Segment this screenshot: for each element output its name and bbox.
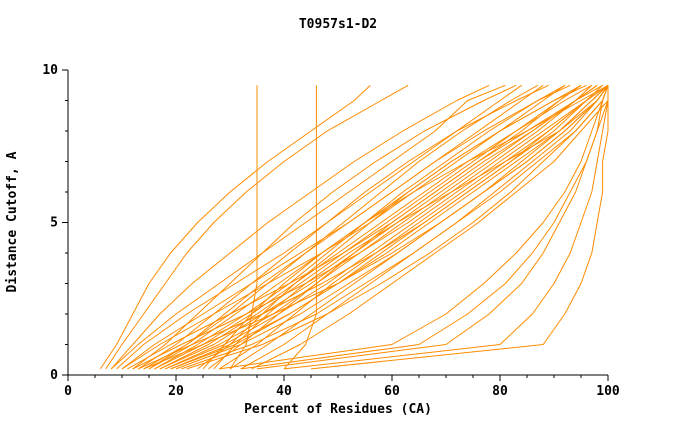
x-tick-label: 20 bbox=[168, 384, 184, 399]
model-curve bbox=[240, 85, 609, 370]
y-tick-label: 5 bbox=[50, 216, 58, 231]
model-curve bbox=[283, 85, 317, 370]
axis-ticks bbox=[62, 69, 609, 381]
model-curve bbox=[127, 84, 582, 370]
tick-labels: 0 20 40 60 80 100 0 5 10 bbox=[42, 63, 620, 399]
model-curve bbox=[154, 84, 593, 370]
model-curve bbox=[283, 85, 609, 370]
model-curve bbox=[219, 85, 609, 370]
model-curve bbox=[229, 85, 258, 370]
y-tick-label: 10 bbox=[42, 63, 58, 78]
y-axis-label: Distance Cutoff, A bbox=[5, 151, 20, 292]
y-tick-label: 0 bbox=[50, 368, 58, 383]
model-curve bbox=[148, 84, 587, 370]
x-tick-label: 0 bbox=[64, 384, 72, 399]
model-curve bbox=[208, 84, 598, 370]
x-tick-label: 60 bbox=[384, 384, 400, 399]
model-curve bbox=[137, 84, 549, 370]
model-curve bbox=[105, 84, 409, 370]
model-curves bbox=[99, 84, 609, 370]
x-axis-label: Percent of Residues (CA) bbox=[244, 402, 432, 417]
model-curve bbox=[165, 84, 609, 370]
x-tick-label: 100 bbox=[596, 384, 620, 399]
chart-title: T0957s1-D2 bbox=[299, 17, 377, 32]
model-curve bbox=[213, 85, 609, 370]
model-curve bbox=[170, 84, 609, 370]
model-curve bbox=[110, 84, 506, 370]
model-curve bbox=[256, 85, 609, 370]
model-curve bbox=[110, 84, 490, 370]
model-curve bbox=[159, 84, 582, 370]
model-curve bbox=[310, 85, 609, 370]
model-curve bbox=[218, 84, 609, 370]
model-curve bbox=[143, 84, 571, 370]
model-curve bbox=[116, 84, 522, 370]
model-curve bbox=[148, 84, 539, 370]
model-curve bbox=[229, 85, 609, 370]
model-curve bbox=[159, 84, 603, 370]
model-curve bbox=[132, 84, 517, 370]
x-tick-label: 80 bbox=[492, 384, 508, 399]
model-curve bbox=[99, 84, 371, 370]
model-curve bbox=[121, 84, 566, 370]
model-curve bbox=[154, 84, 566, 370]
x-tick-label: 40 bbox=[276, 384, 292, 399]
model-curve bbox=[251, 85, 609, 370]
model-curve bbox=[132, 84, 593, 370]
